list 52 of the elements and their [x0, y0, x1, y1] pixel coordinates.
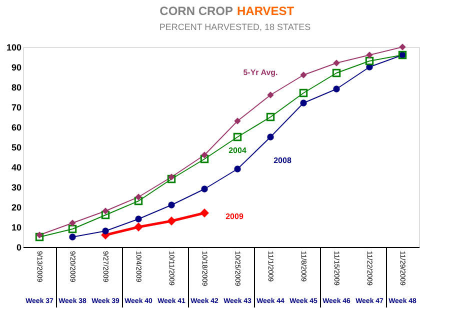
- y-tick-label: 80: [11, 82, 22, 92]
- point: [332, 68, 341, 78]
- point: [168, 174, 175, 180]
- point: [168, 202, 175, 208]
- point: [102, 228, 109, 234]
- point: [267, 134, 274, 140]
- point: [366, 52, 373, 58]
- point: [167, 216, 176, 226]
- point: [200, 208, 209, 218]
- series-label: 2008: [274, 156, 292, 165]
- series-label: 2004: [228, 146, 247, 155]
- y-tick-label: 0: [16, 242, 22, 252]
- point: [266, 112, 275, 122]
- y-tick-label: 90: [11, 62, 22, 72]
- point: [233, 132, 242, 142]
- point: [167, 174, 176, 184]
- point: [333, 60, 340, 66]
- point: [299, 88, 308, 98]
- point: [201, 186, 208, 192]
- text: 2009: [226, 212, 244, 221]
- point: [68, 224, 77, 234]
- point: [35, 232, 44, 242]
- point: [134, 222, 143, 232]
- point: [101, 210, 110, 220]
- point: [399, 44, 406, 50]
- point: [300, 100, 307, 106]
- point: [102, 208, 109, 214]
- point: [300, 72, 307, 78]
- point: [201, 152, 208, 158]
- y-tick-label: 100: [6, 42, 22, 52]
- point: [36, 232, 43, 238]
- point: [134, 196, 143, 206]
- point: [234, 118, 241, 124]
- y-tick-label: 50: [11, 142, 22, 152]
- point: [135, 216, 142, 222]
- point: [267, 92, 274, 98]
- point: [69, 234, 76, 240]
- point: [69, 220, 76, 226]
- y-tick-label: 40: [11, 162, 22, 172]
- chart-title: CORN CROP HARVEST: [160, 4, 295, 18]
- point: [234, 166, 241, 172]
- point: [365, 56, 374, 66]
- y-tick-label: 30: [11, 182, 22, 192]
- series-label: 5-Yr Avg.: [243, 68, 278, 77]
- point: [200, 154, 209, 164]
- y-tick-label: 20: [11, 202, 22, 212]
- y-tick-label: 10: [11, 222, 22, 232]
- y-tick-label: 70: [11, 102, 22, 112]
- chart-subtitle: PERCENT HARVESTED, 18 STATES: [159, 22, 311, 32]
- point: [333, 86, 340, 92]
- y-tick-label: 60: [11, 122, 22, 132]
- point: [135, 194, 142, 200]
